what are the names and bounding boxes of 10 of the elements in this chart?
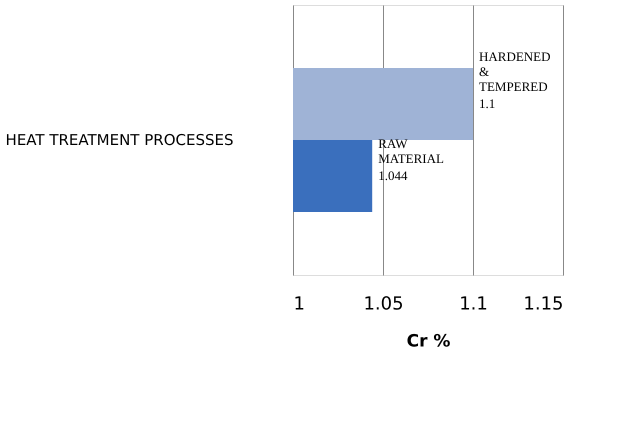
series-label: RAW MATERIAL: [378, 136, 444, 166]
data-label: 1.044: [378, 168, 408, 183]
x-tick-label: 1.1: [459, 294, 488, 314]
data-label: 1.1: [479, 96, 496, 111]
series-label: HARDENED & TEMPERED: [479, 49, 550, 94]
x-axis-title: Cr %: [406, 332, 450, 352]
y-tick-label: HEAT TREATMENT PROCESSES: [6, 131, 234, 149]
x-tick-label: 1.15: [523, 294, 564, 314]
x-tick-label: 1.05: [363, 294, 404, 314]
x-tick-label: 1: [294, 294, 305, 314]
